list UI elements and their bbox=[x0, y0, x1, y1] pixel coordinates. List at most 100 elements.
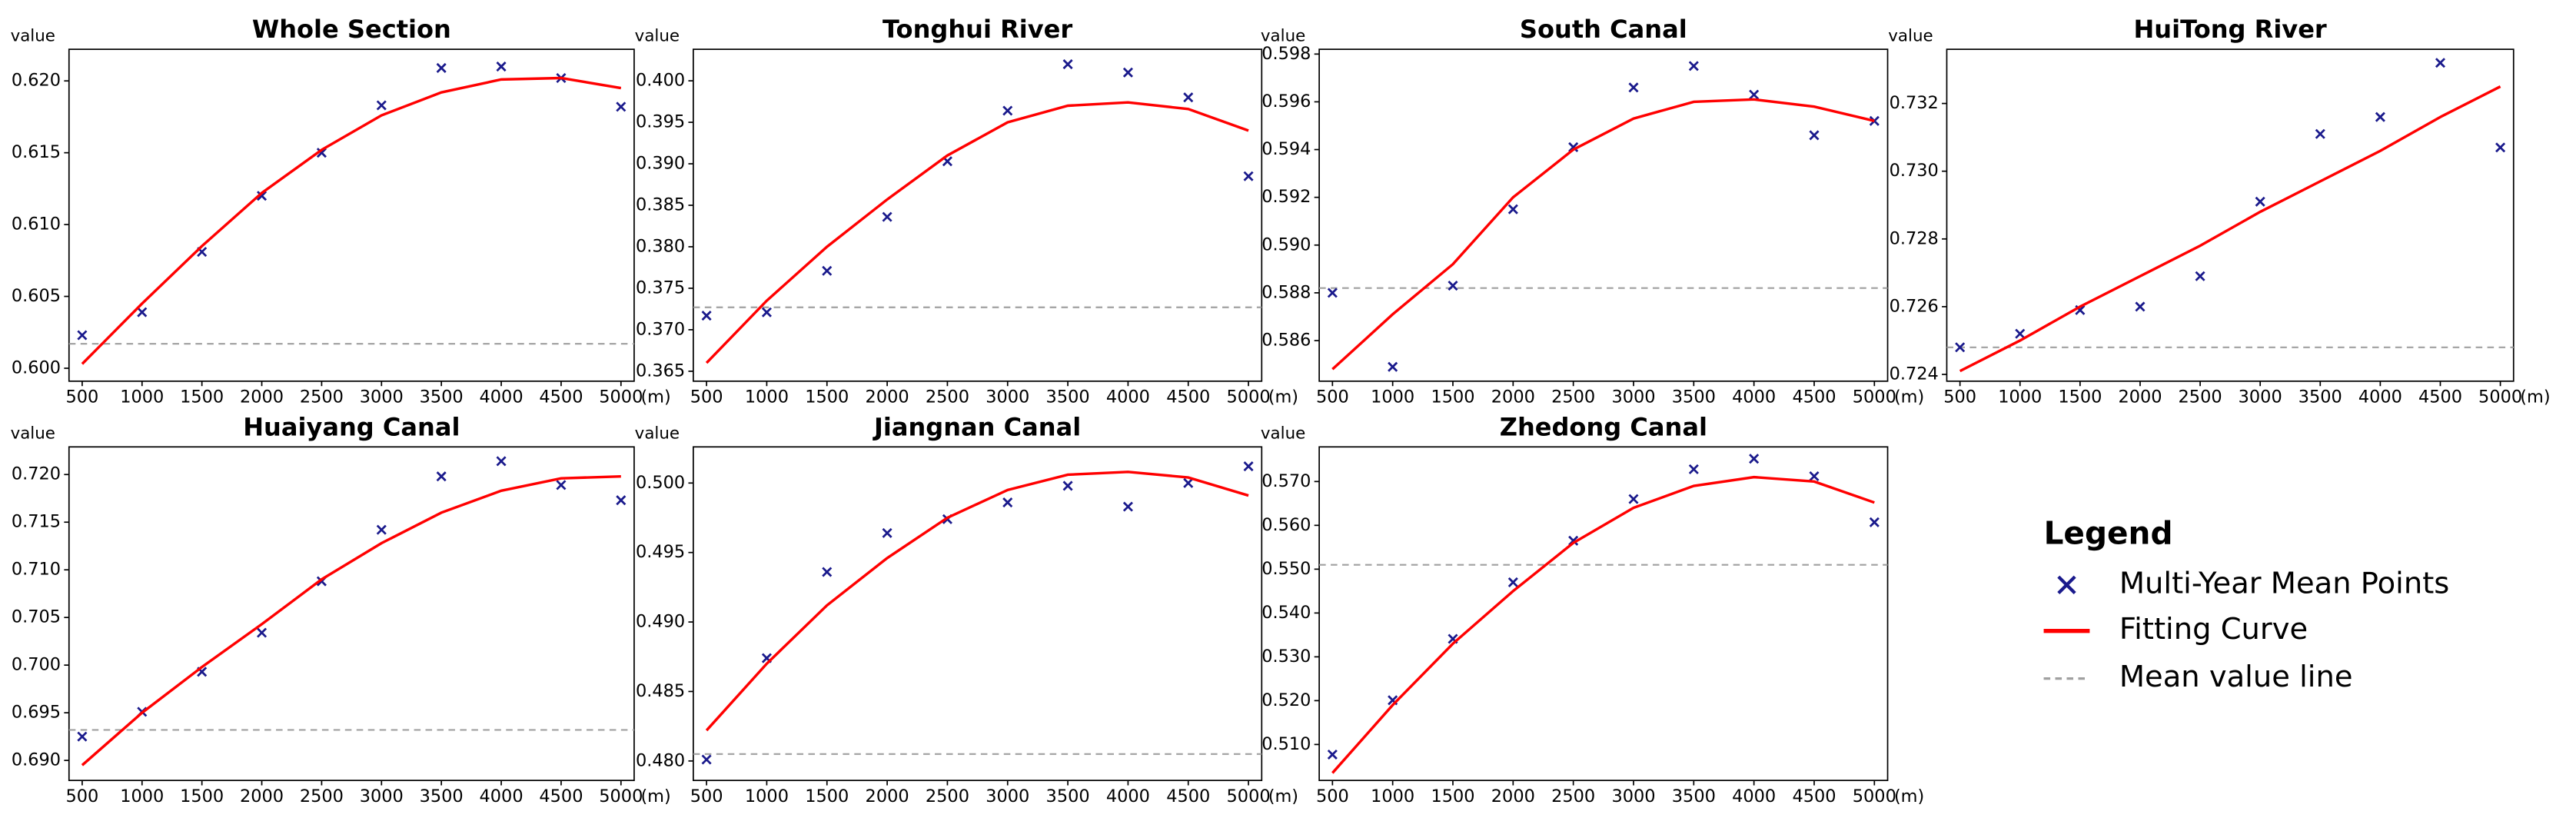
data-point bbox=[1243, 461, 1254, 472]
legend-label: Mean value line bbox=[2119, 660, 2353, 694]
plot-frame bbox=[68, 48, 635, 382]
data-point bbox=[2255, 196, 2265, 207]
plot-frame bbox=[1946, 48, 2515, 382]
data-point bbox=[701, 311, 712, 321]
x-tick-label: 1000 bbox=[1371, 786, 1414, 806]
x-tick-label: 1500 bbox=[180, 786, 224, 806]
x-tick-label: 1500 bbox=[1431, 387, 1474, 407]
x-axis-label: (m) bbox=[1894, 786, 1924, 806]
x-tick-label: 1000 bbox=[745, 387, 789, 407]
data-point bbox=[616, 495, 627, 506]
data-point bbox=[1122, 501, 1133, 512]
x-axis-label: (m) bbox=[2520, 387, 2550, 407]
x-axis-label: (m) bbox=[640, 387, 670, 407]
data-point bbox=[2495, 142, 2506, 153]
x-tick-label: 5000 bbox=[2478, 387, 2522, 407]
data-point bbox=[1448, 281, 1458, 291]
data-point bbox=[77, 330, 88, 341]
legend-marker bbox=[2057, 575, 2076, 595]
x-tick-label: 3500 bbox=[420, 786, 464, 806]
plot-frame bbox=[68, 446, 635, 781]
y-tick-label: 0.480 bbox=[636, 750, 685, 770]
data-point bbox=[1388, 361, 1398, 372]
chart-title: Zhedong Canal bbox=[1500, 412, 1707, 441]
x-tick-label: 3000 bbox=[1611, 786, 1655, 806]
y-tick-label: 0.390 bbox=[636, 154, 685, 174]
y-tick-label: 0.395 bbox=[636, 112, 685, 132]
y-tick-label: 0.520 bbox=[1261, 690, 1311, 710]
y-tick-label: 0.375 bbox=[636, 278, 685, 298]
x-tick-label: 2500 bbox=[926, 786, 969, 806]
plot-frame bbox=[1318, 446, 1889, 781]
data-point bbox=[761, 307, 772, 318]
data-point bbox=[1809, 130, 1820, 141]
data-point bbox=[1869, 115, 1880, 126]
data-point bbox=[1002, 497, 1013, 508]
y-tick-label: 0.380 bbox=[636, 236, 685, 256]
x-axis-label: (m) bbox=[1268, 387, 1298, 407]
data-point bbox=[2015, 328, 2026, 339]
data-point bbox=[1243, 171, 1254, 181]
x-tick-label: 4000 bbox=[1732, 786, 1776, 806]
fitting-curve bbox=[1331, 98, 1875, 371]
x-tick-label: 4500 bbox=[1792, 786, 1836, 806]
data-point bbox=[1749, 454, 1760, 464]
data-point bbox=[2195, 271, 2205, 281]
x-tick-label: 4500 bbox=[1166, 387, 1210, 407]
data-point bbox=[1628, 82, 1639, 93]
x-tick-label: 500 bbox=[1316, 786, 1349, 806]
data-point bbox=[2435, 58, 2446, 68]
x-tick-label: 4000 bbox=[1106, 786, 1150, 806]
x-tick-label: 2000 bbox=[240, 786, 284, 806]
x-tick-label: 1500 bbox=[1431, 786, 1474, 806]
y-tick-label: 0.705 bbox=[12, 607, 61, 627]
x-tick-label: 1000 bbox=[745, 786, 789, 806]
data-point bbox=[1183, 477, 1194, 488]
y-tick-label: 0.365 bbox=[636, 361, 685, 381]
x-tick-label: 2500 bbox=[300, 786, 344, 806]
chart-title: Tonghui River bbox=[882, 15, 1072, 44]
chart-title: HuiTong River bbox=[2134, 15, 2327, 44]
y-tick-label: 0.560 bbox=[1261, 515, 1311, 535]
x-tick-label: 1000 bbox=[1998, 387, 2042, 407]
y-tick-label: 0.720 bbox=[12, 464, 61, 484]
data-point bbox=[2375, 111, 2385, 122]
x-tick-label: 1500 bbox=[180, 387, 224, 407]
x-axis-label: (m) bbox=[1894, 387, 1924, 407]
data-point bbox=[137, 307, 148, 318]
x-tick-label: 5000 bbox=[1227, 387, 1271, 407]
data-point bbox=[1809, 471, 1820, 482]
x-tick-label: 5000 bbox=[1227, 786, 1271, 806]
x-tick-label: 1000 bbox=[120, 786, 164, 806]
x-tick-label: 3000 bbox=[2239, 387, 2282, 407]
data-point bbox=[1062, 59, 1073, 70]
y-tick-label: 0.594 bbox=[1261, 139, 1311, 159]
data-point bbox=[257, 191, 268, 201]
y-tick-label: 0.710 bbox=[12, 560, 61, 580]
x-tick-label: 5000 bbox=[1853, 387, 1896, 407]
x-tick-label: 2000 bbox=[1491, 786, 1535, 806]
plot-frame bbox=[1318, 48, 1889, 382]
fitting-curve bbox=[1959, 85, 2501, 373]
data-point bbox=[436, 471, 447, 482]
y-tick-label: 0.610 bbox=[12, 214, 61, 234]
y-tick-label: 0.530 bbox=[1261, 647, 1311, 667]
y-tick-label: 0.500 bbox=[636, 473, 685, 493]
y-tick-label: 0.592 bbox=[1261, 187, 1311, 207]
data-point bbox=[496, 456, 507, 467]
data-point bbox=[496, 61, 507, 72]
data-point bbox=[2315, 128, 2325, 139]
y-tick-label: 0.370 bbox=[636, 319, 685, 339]
data-point bbox=[882, 527, 892, 538]
y-tick-label: 0.690 bbox=[12, 750, 61, 770]
x-tick-label: 4500 bbox=[2418, 387, 2462, 407]
y-tick-label: 0.598 bbox=[1261, 44, 1311, 64]
data-point bbox=[822, 265, 833, 276]
data-point bbox=[822, 567, 833, 577]
y-tick-label: 0.385 bbox=[636, 195, 685, 215]
data-point bbox=[1122, 67, 1133, 78]
x-tick-label: 500 bbox=[690, 387, 723, 407]
x-tick-label: 5000 bbox=[599, 786, 643, 806]
legend-label: Fitting Curve bbox=[2119, 612, 2308, 647]
x-tick-label: 3000 bbox=[986, 786, 1029, 806]
